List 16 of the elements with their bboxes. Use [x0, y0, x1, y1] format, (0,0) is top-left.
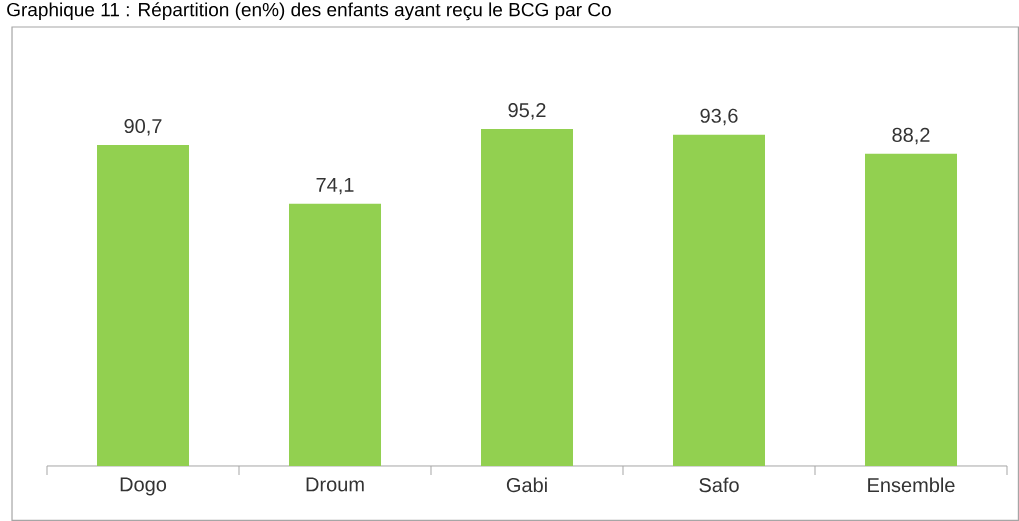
bar	[289, 203, 382, 466]
x-tick-label: Safo	[699, 477, 739, 493]
bar	[97, 144, 190, 466]
x-tick-label: Droum	[306, 477, 364, 492]
x-tick-label: Ensemble	[868, 477, 955, 493]
data-label: 88,2	[892, 127, 930, 145]
bar	[673, 134, 766, 466]
data-label: 74,1	[316, 177, 354, 195]
chart-title: Graphique 11 : Répartition (en%) des enfants ayant reçu le BCG par Co	[7, 2, 611, 21]
bar	[865, 153, 958, 466]
data-label: 90,7	[124, 118, 162, 136]
x-tick-label: Dogo	[120, 477, 167, 496]
data-label: 93,6	[700, 108, 738, 126]
data-label: 95,2	[508, 103, 546, 120]
x-tick-label: Gabi	[506, 477, 547, 493]
bar	[481, 129, 574, 466]
